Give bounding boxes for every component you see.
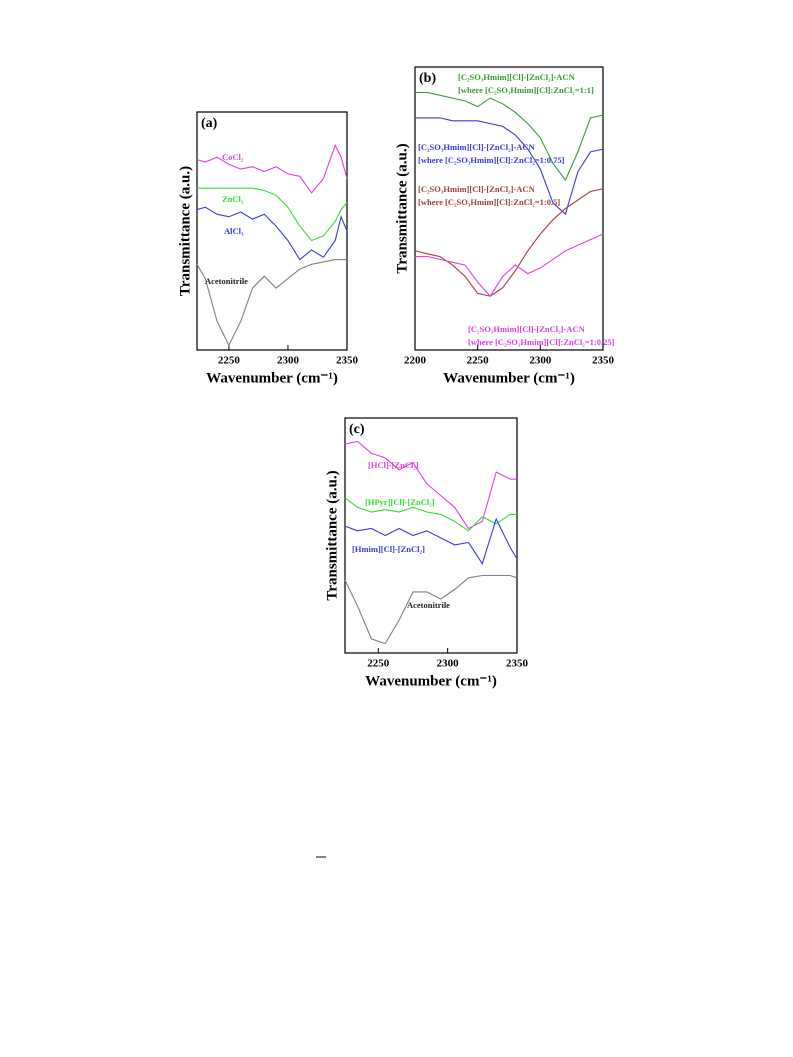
x-axis-label: Wavenumber (cm⁻¹) bbox=[365, 673, 497, 689]
spectrum-line bbox=[344, 517, 518, 565]
curve-condition: [where [C₂SO₃Hmim][Cl]:ZnCl₂=1:0.5] bbox=[418, 197, 560, 207]
curve-label: [C₂SO₃Hmim][Cl]-[ZnCl₂]-ACN bbox=[468, 324, 586, 334]
spectrum-line bbox=[196, 259, 347, 347]
spectrum-line bbox=[196, 206, 348, 261]
curve-label: CoCl₂ bbox=[222, 152, 244, 162]
spectrum-line bbox=[415, 233, 604, 298]
panel-label: (a) bbox=[201, 116, 218, 131]
x-tick-label: 2300 bbox=[529, 355, 552, 367]
curve-label: Acetonitrile bbox=[205, 276, 248, 286]
x-tick-label: 2300 bbox=[437, 658, 460, 670]
x-tick-label: 2200 bbox=[404, 355, 427, 367]
curve-label: [HCl]-[ZnCl₂] bbox=[368, 460, 419, 470]
curve-condition: [where [C₂SO₃Hmim][Cl]:ZnCl₂=1:0.75] bbox=[418, 155, 565, 165]
curve-condition: [where [C₂SO₃Hmim][Cl]:ZnCl₂=1:1] bbox=[458, 85, 594, 95]
y-axis-label: Transmittance (a.u.) bbox=[394, 143, 410, 273]
curve-label: [Hmim][Cl]-[ZnCl₂] bbox=[352, 544, 425, 554]
x-tick-label: 2350 bbox=[592, 355, 615, 367]
spectrum-line bbox=[344, 440, 517, 530]
y-axis-label: Transmittance (a.u.) bbox=[324, 470, 340, 600]
curve-label: [C₂SO₃Hmim][Cl]-[ZnCl₂]-ACN bbox=[418, 184, 536, 194]
curve-label: [C₂SO₃Hmim][Cl]-[ZnCl₂]-ACN bbox=[418, 142, 536, 152]
panel-label: (c) bbox=[349, 422, 365, 437]
x-axis-label: Wavenumber (cm⁻¹) bbox=[206, 370, 338, 386]
curve-label: ZnCl₂ bbox=[222, 194, 244, 204]
spectrum-line bbox=[415, 91, 604, 182]
panel-label: (b) bbox=[419, 71, 436, 86]
x-tick-label: 2250 bbox=[367, 658, 390, 670]
plot-frame bbox=[414, 66, 604, 351]
spectrum-line bbox=[415, 117, 604, 216]
x-tick-label: 2250 bbox=[218, 355, 241, 367]
curve-label: [HPyr][Cl]-[ZnCl₂] bbox=[365, 497, 435, 507]
x-tick-label: 2300 bbox=[277, 355, 300, 367]
curve-label: AlCl₃ bbox=[224, 226, 244, 236]
x-tick-label: 2250 bbox=[467, 355, 490, 367]
spectrum-line bbox=[197, 187, 348, 242]
spectrum-line bbox=[196, 143, 348, 194]
spectrum-line bbox=[344, 497, 517, 532]
curve-label: Acetonitrile bbox=[407, 600, 450, 610]
x-tick-label: 2350 bbox=[506, 658, 529, 670]
curve-label: [C₂SO₃Hmim][Cl]-[ZnCl₂]-ACN bbox=[458, 72, 576, 82]
x-tick-label: 2350 bbox=[336, 355, 359, 367]
plot-frame bbox=[344, 417, 518, 654]
y-axis-label: Transmittance (a.u.) bbox=[177, 166, 193, 296]
spectrum-line bbox=[344, 574, 518, 645]
curve-condition: [where [C₂SO₃Hmim][Cl]:ZnCl₂=1:0.25] bbox=[468, 337, 615, 347]
x-axis-label: Wavenumber (cm⁻¹) bbox=[443, 370, 575, 386]
plot-frame bbox=[196, 111, 348, 351]
